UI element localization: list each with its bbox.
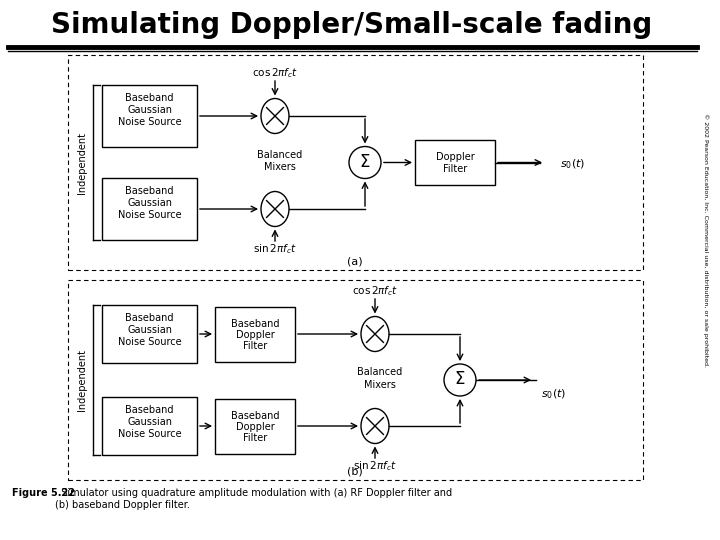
Text: Noise Source: Noise Source bbox=[117, 429, 181, 439]
Text: $\sin 2\pi f_c t$: $\sin 2\pi f_c t$ bbox=[353, 459, 397, 473]
Text: Baseband: Baseband bbox=[125, 186, 174, 196]
Text: Filter: Filter bbox=[243, 341, 267, 351]
Text: Gaussian: Gaussian bbox=[127, 325, 172, 335]
Circle shape bbox=[444, 364, 476, 396]
Bar bbox=[68, 55, 643, 270]
Text: Doppler: Doppler bbox=[235, 330, 274, 340]
Text: Simulator using quadrature amplitude modulation with (a) RF Doppler filter and
(: Simulator using quadrature amplitude mod… bbox=[55, 488, 452, 510]
Bar bbox=[215, 399, 295, 454]
Bar bbox=[215, 307, 295, 361]
Text: Baseband: Baseband bbox=[125, 313, 174, 323]
Text: Balanced: Balanced bbox=[357, 367, 402, 377]
Text: Mixers: Mixers bbox=[264, 163, 296, 172]
Bar bbox=[102, 85, 197, 147]
Text: Gaussian: Gaussian bbox=[127, 105, 172, 115]
Text: Independent: Independent bbox=[77, 132, 87, 193]
Text: $s_0(t)$: $s_0(t)$ bbox=[541, 387, 566, 401]
Text: Doppler: Doppler bbox=[436, 152, 474, 161]
Text: Gaussian: Gaussian bbox=[127, 417, 172, 427]
Text: Balanced: Balanced bbox=[257, 150, 302, 159]
Circle shape bbox=[349, 146, 381, 179]
Bar bbox=[102, 178, 197, 240]
Text: Baseband: Baseband bbox=[125, 93, 174, 103]
Text: Noise Source: Noise Source bbox=[117, 210, 181, 220]
Text: Filter: Filter bbox=[443, 164, 467, 173]
Text: $\Sigma$: $\Sigma$ bbox=[359, 153, 371, 171]
Ellipse shape bbox=[261, 192, 289, 226]
Bar bbox=[102, 305, 197, 363]
Text: $\cos 2\pi f_c t$: $\cos 2\pi f_c t$ bbox=[352, 284, 398, 298]
Text: Doppler: Doppler bbox=[235, 422, 274, 432]
Text: (b): (b) bbox=[347, 467, 363, 477]
Text: Simulating Doppler/Small-scale fading: Simulating Doppler/Small-scale fading bbox=[51, 11, 652, 39]
Text: $\Sigma$: $\Sigma$ bbox=[454, 370, 466, 388]
Text: $\cos 2\pi f_c t$: $\cos 2\pi f_c t$ bbox=[252, 66, 298, 80]
Text: © 2002 Pearson Education, Inc. Commercial use, distribution, or sale prohibited.: © 2002 Pearson Education, Inc. Commercia… bbox=[703, 113, 708, 367]
Text: Noise Source: Noise Source bbox=[117, 337, 181, 347]
Text: (a): (a) bbox=[347, 257, 363, 267]
Text: $\sin 2\pi f_c t$: $\sin 2\pi f_c t$ bbox=[253, 242, 297, 256]
Text: Baseband: Baseband bbox=[230, 411, 279, 421]
Text: Baseband: Baseband bbox=[230, 319, 279, 329]
Ellipse shape bbox=[261, 98, 289, 133]
Text: Baseband: Baseband bbox=[125, 405, 174, 415]
Text: Filter: Filter bbox=[243, 433, 267, 443]
Text: Figure 5.22: Figure 5.22 bbox=[12, 488, 75, 498]
Text: Gaussian: Gaussian bbox=[127, 198, 172, 208]
Bar bbox=[415, 140, 495, 185]
Ellipse shape bbox=[361, 316, 389, 352]
Text: Mixers: Mixers bbox=[364, 380, 396, 390]
Text: Noise Source: Noise Source bbox=[117, 117, 181, 127]
Bar bbox=[68, 280, 643, 480]
Ellipse shape bbox=[361, 408, 389, 443]
Bar bbox=[102, 397, 197, 455]
Text: Independent: Independent bbox=[77, 349, 87, 411]
Text: $s_0(t)$: $s_0(t)$ bbox=[560, 158, 585, 171]
